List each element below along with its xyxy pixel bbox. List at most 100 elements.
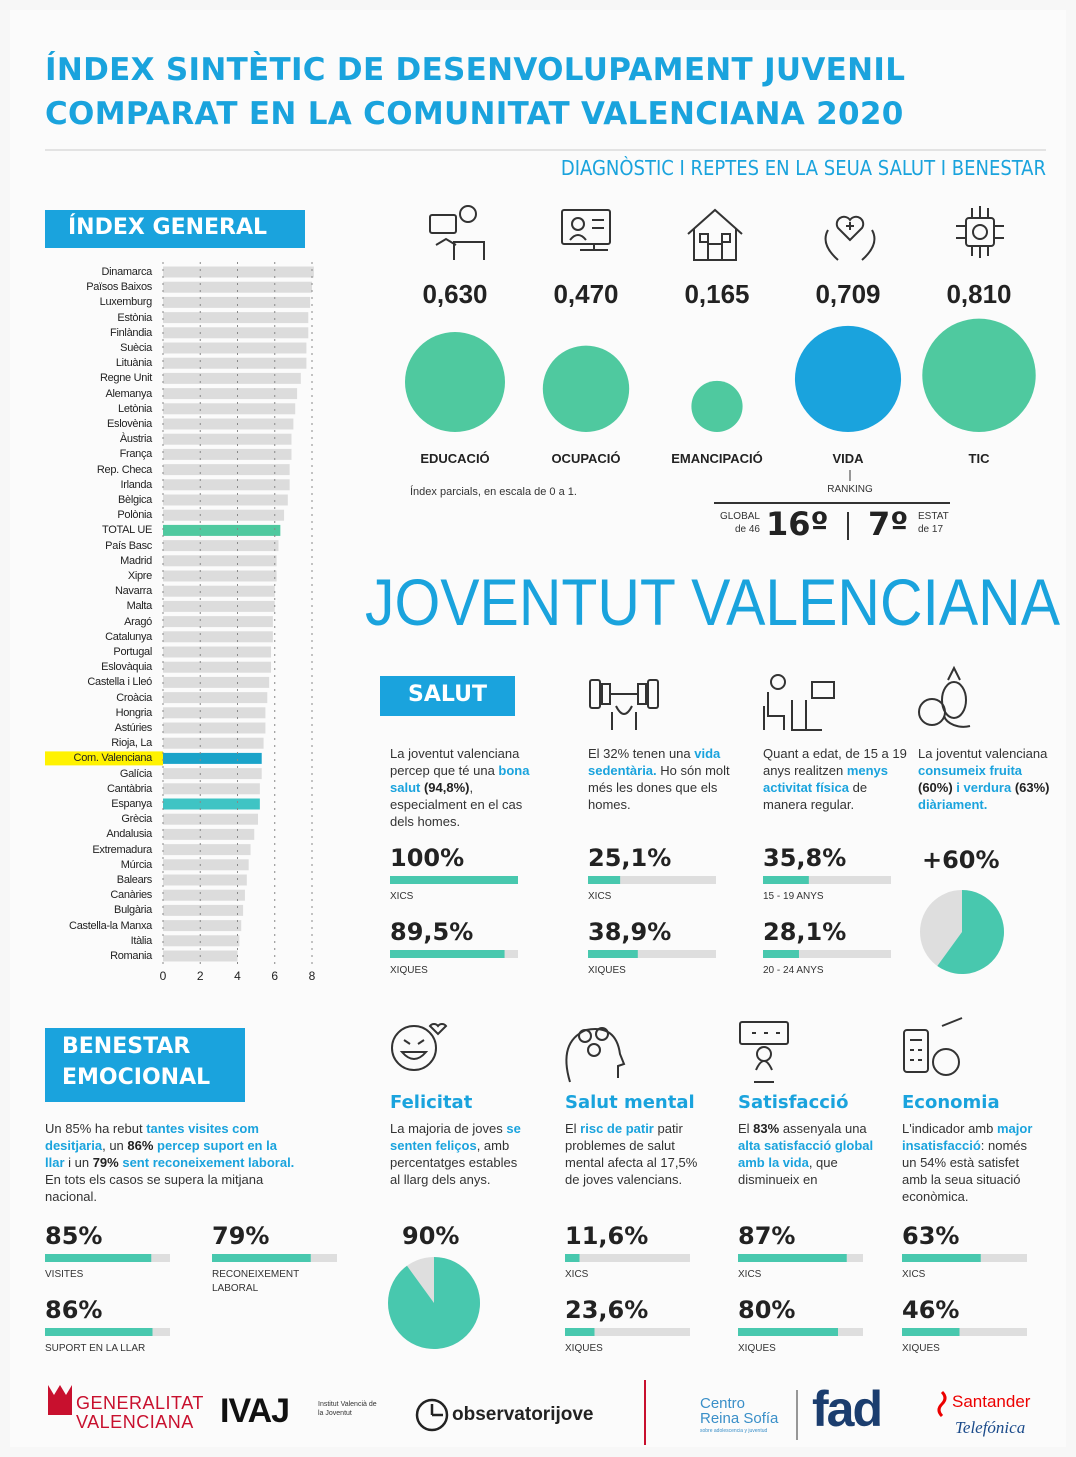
- bar: [163, 540, 278, 551]
- stat-label: XICS: [588, 890, 696, 904]
- bar: [45, 1254, 151, 1262]
- bar: [163, 327, 308, 338]
- bubble-value: 0,165: [684, 279, 749, 309]
- x-tick-label: 8: [309, 969, 316, 983]
- paragraph: La majoria de joves se senten feliços, a…: [390, 1120, 530, 1188]
- icon-laugh: [392, 1024, 446, 1070]
- logo-text: Telefónica: [955, 1418, 1025, 1438]
- stat-label: RECONEIXEMENT LABORAL: [212, 1268, 317, 1296]
- bar: [163, 677, 269, 688]
- y-tick-label: França: [0, 447, 152, 461]
- stat-value: 79%: [212, 1222, 269, 1250]
- stat-value: 80%: [738, 1296, 795, 1324]
- bar: [163, 890, 245, 901]
- stat-value: 86%: [45, 1296, 102, 1324]
- bar: [163, 586, 275, 597]
- stat-value: 28,1%: [763, 918, 846, 946]
- y-tick-label: Eslovènia: [0, 417, 152, 431]
- bar: [163, 464, 290, 475]
- y-tick-label: Grècia: [0, 812, 152, 826]
- y-tick-label: Hongria: [0, 706, 152, 720]
- column-title: Satisfacció: [738, 1092, 848, 1113]
- bar: [902, 1328, 960, 1336]
- bubble-value: 0,810: [946, 279, 1011, 309]
- y-tick-label: Portugal: [0, 645, 152, 659]
- logo-mark: [939, 1392, 945, 1416]
- y-tick-label: Irlanda: [0, 478, 152, 492]
- logo-text: IVAJ: [220, 1392, 289, 1431]
- stat-value: 23,6%: [565, 1296, 648, 1324]
- stat-value: 89,5%: [390, 918, 473, 946]
- y-tick-label: Espanya: [0, 797, 152, 811]
- text-segment: L'indicador amb: [902, 1121, 997, 1136]
- stat-label: XICS: [565, 1268, 670, 1282]
- paragraph: La joventut valenciana percep que té una…: [390, 745, 538, 830]
- column-title: Economia: [902, 1092, 1000, 1113]
- logo-text: observatorijove: [452, 1404, 594, 1426]
- paragraph: Quant a edat, de 15 a 19 anys realitzen …: [763, 745, 911, 813]
- ranking-value: 7º: [868, 505, 908, 543]
- paragraph: La joventut valenciana consumeix fruita …: [918, 745, 1053, 813]
- text-segment: (60%): [918, 780, 953, 795]
- section-title: BENESTAR: [62, 1034, 190, 1059]
- bar: [163, 905, 243, 916]
- bar: [163, 419, 293, 430]
- text-segment: 83%: [753, 1121, 779, 1136]
- logo-text: sobre adolescencia y juventud: [700, 1428, 767, 1434]
- bar-track: [565, 1254, 690, 1262]
- bar: [163, 859, 249, 870]
- bar: [565, 1328, 595, 1336]
- icon-mind: [566, 1028, 624, 1082]
- icon-chip: [956, 206, 1004, 258]
- icon-hands-heart: [826, 217, 875, 260]
- y-tick-label: Bulgària: [0, 903, 152, 917]
- y-tick-label: Castella i Lleó: [0, 675, 152, 689]
- text-segment: (63%): [1011, 780, 1049, 795]
- bar: [212, 1254, 311, 1262]
- text-segment: consumeix fruita: [918, 763, 1022, 778]
- y-tick-label: Eslovàquia: [0, 660, 152, 674]
- stat-label: XICS: [738, 1268, 843, 1282]
- y-tick-label: Malta: [0, 599, 152, 613]
- text-segment: 86%: [127, 1138, 153, 1153]
- stat-value: 38,9%: [588, 918, 671, 946]
- bubble-label: EMANCIPACIÓ: [671, 451, 762, 466]
- y-tick-label: Catalunya: [0, 630, 152, 644]
- bar: [163, 753, 262, 764]
- stat-label: SUPORT EN LA LLAR: [45, 1342, 150, 1356]
- bar: [163, 799, 260, 810]
- y-tick-label: Rioja, La: [0, 736, 152, 750]
- bar: [390, 950, 505, 958]
- x-tick-label: 6: [271, 969, 278, 983]
- bar: [163, 555, 277, 566]
- ranking-title: RANKING: [800, 484, 900, 495]
- icon-rating: [740, 1022, 788, 1082]
- text-segment: alta satisfacció global amb la vida: [738, 1138, 873, 1170]
- y-tick-label: Croàcia: [0, 691, 152, 705]
- icon-desk: [764, 675, 834, 730]
- bar: [163, 297, 310, 308]
- bubble-label: OCUPACIÓ: [551, 451, 620, 466]
- stat-label: VISITES: [45, 1268, 150, 1282]
- bubble: [405, 332, 505, 432]
- bar: [163, 935, 239, 946]
- logo-mark: [432, 1404, 443, 1415]
- y-tick-label: Cantàbria: [0, 782, 152, 796]
- column-title: Salut mental: [565, 1092, 695, 1113]
- y-tick-label: TOTAL UE: [0, 523, 152, 537]
- y-tick-label: Lituània: [0, 356, 152, 370]
- bar: [163, 601, 275, 612]
- paragraph: El 32% tenen una vida sedentària. Ho són…: [588, 745, 736, 813]
- bubble-value: 0,709: [815, 279, 880, 309]
- text-segment: (94,8%): [420, 780, 469, 795]
- text-segment: El: [565, 1121, 580, 1136]
- logo-text: Reina Sofía: [700, 1410, 778, 1427]
- bar: [163, 707, 265, 718]
- bar: [163, 449, 292, 460]
- y-tick-label: Itàlia: [0, 934, 152, 948]
- bar: [738, 1254, 847, 1262]
- bar: [163, 783, 260, 794]
- note: Índex parcials, en escala de 0 a 1.: [410, 486, 577, 498]
- paragraph: Un 85% ha rebut tantes visites com desit…: [45, 1120, 295, 1205]
- page: 024680,630EDUCACIÓ0,470OCUPACIÓ0,165EMAN…: [0, 0, 1076, 1457]
